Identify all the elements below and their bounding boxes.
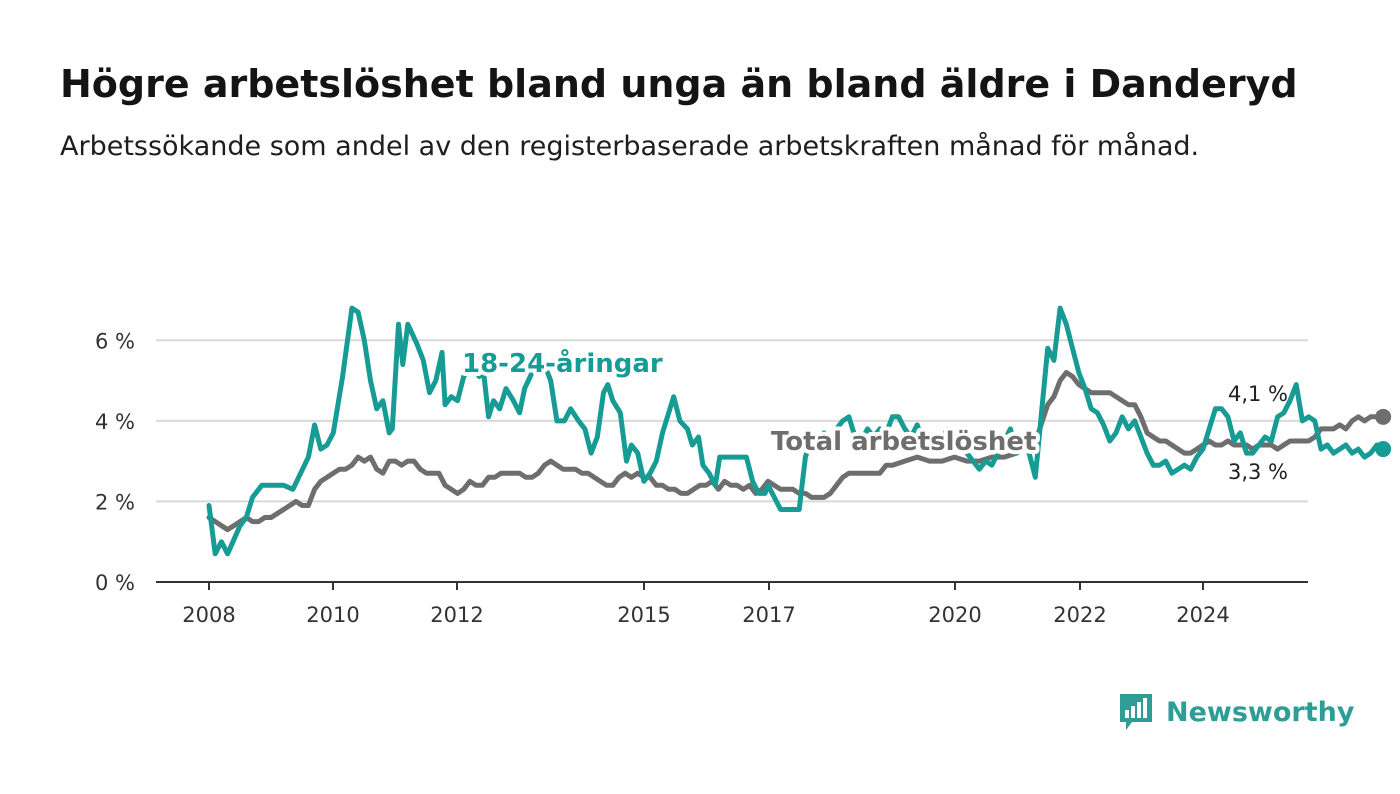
end-label-youth: 3,3 %: [1228, 460, 1288, 484]
y-tick-label: 4 %: [95, 410, 135, 434]
newsworthy-logo-icon: [1120, 694, 1152, 730]
x-tick-label: 2024: [1176, 603, 1229, 627]
series-end-point-youth: [1375, 441, 1392, 458]
brand-logo: Newsworthy: [1118, 690, 1354, 734]
end-label-total: 4,1 %: [1228, 382, 1288, 406]
x-tick-label: 2008: [182, 603, 235, 627]
brand-name: Newsworthy: [1166, 696, 1355, 728]
y-tick-label: 2 %: [95, 490, 135, 514]
chart-subtitle: Arbetssökande som andel av den registerb…: [60, 131, 1200, 162]
x-tick-label: 2012: [430, 603, 483, 627]
series-label-youth: 18-24-åringar: [462, 347, 663, 379]
x-tick-label: 2022: [1053, 603, 1106, 627]
series-label-total: Total arbetslöshet: [771, 427, 1036, 457]
x-tick-label: 2010: [306, 603, 359, 627]
chart-title: Högre arbetslöshet bland unga än bland ä…: [60, 62, 1298, 106]
series-line-youth: [206, 305, 1386, 557]
x-tick-label: 2015: [617, 603, 670, 627]
y-tick-label: 0 %: [95, 571, 135, 595]
x-tick-label: 2017: [742, 603, 795, 627]
series-end-point-total: [1375, 408, 1392, 425]
y-tick-label: 6 %: [95, 329, 135, 353]
x-tick-label: 2020: [928, 603, 981, 627]
